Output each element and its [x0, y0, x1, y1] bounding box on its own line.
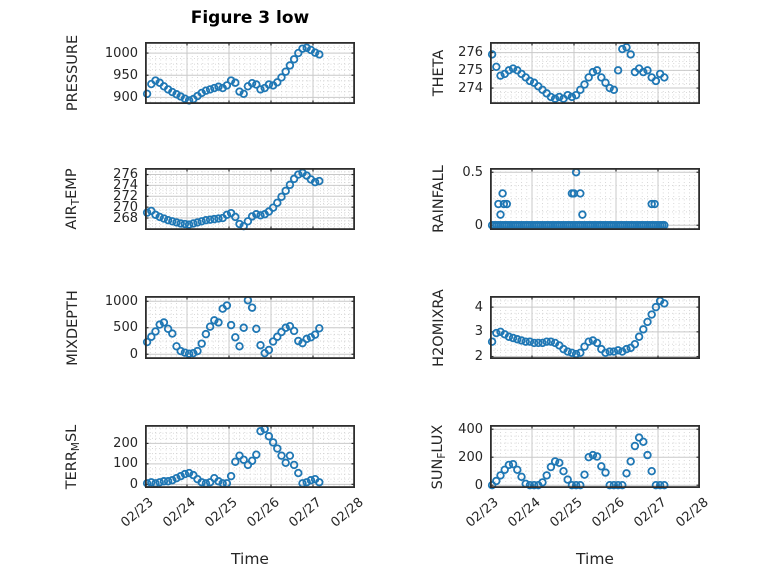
y-label-text: TERR — [64, 450, 80, 489]
plot-canvas-pressure — [142, 41, 355, 105]
x-tick-label: 02/23 — [463, 495, 502, 531]
y-axis-label-terr_msl: TERRMSL — [64, 424, 82, 489]
y-label-text: LUX — [430, 424, 446, 453]
x-tick-label: 02/24 — [160, 495, 199, 531]
data-points-h2omixra — [487, 296, 669, 359]
y-tick-label-mixdepth: 500 — [113, 320, 138, 336]
subplot-terr_msl — [142, 424, 355, 489]
x-axis-label-left: Time — [231, 550, 269, 568]
y-tick-label-rainfall: 0 — [474, 217, 483, 233]
data-points-terr_msl — [142, 424, 324, 488]
y-axis-label-air_temp: AIRTEMP — [64, 168, 82, 229]
y-axis-label-theta: THETA — [431, 50, 447, 97]
subplot-theta — [487, 41, 700, 105]
x-axis-label-right: Time — [576, 550, 614, 568]
y-axis-label-h2omixra: H2OMIXRA — [431, 289, 447, 367]
y-tick-label-rainfall: 0.5 — [462, 164, 483, 180]
subplot-air_temp — [142, 167, 355, 231]
subplot-pressure — [142, 41, 355, 105]
y-label-text: SUN — [430, 458, 446, 489]
y-tick-label-sun_flux: 0 — [474, 477, 483, 493]
y-tick-label-pressure: 1000 — [104, 45, 138, 61]
y-label-text: SL — [64, 424, 80, 442]
y-tick-label-mixdepth: 0 — [129, 346, 138, 362]
y-tick-label-theta: 276 — [458, 45, 483, 61]
y-label-text: EMP — [64, 168, 80, 199]
y-label-text: THETA — [431, 49, 447, 97]
y-tick-label-terr_msl: 0 — [129, 476, 138, 492]
x-tick-label: 02/25 — [547, 495, 586, 531]
y-label-text: MIXDEPTH — [65, 289, 81, 366]
plot-canvas-mixdepth — [142, 295, 355, 360]
axes-frame — [489, 424, 700, 489]
y-tick-label-h2omixra: 2 — [474, 349, 483, 365]
x-tick-label: 02/27 — [631, 495, 670, 531]
y-label-subscript: T — [70, 198, 82, 206]
x-tick-label: 02/27 — [286, 495, 325, 531]
y-tick-label-air_temp: 272 — [113, 188, 138, 204]
x-tick-label: 02/26 — [244, 495, 283, 531]
plot-canvas-air_temp — [142, 167, 355, 231]
y-tick-label-sun_flux: 400 — [458, 421, 483, 437]
x-tick-label: 02/24 — [505, 495, 544, 531]
y-tick-label-air_temp: 268 — [113, 210, 138, 226]
plot-canvas-rainfall — [487, 167, 700, 231]
y-tick-label-pressure: 900 — [113, 89, 138, 105]
plot-canvas-sun_flux — [487, 424, 700, 490]
axes-frame — [489, 41, 700, 105]
axes-frame — [144, 424, 355, 489]
y-axis-label-rainfall: RAINFALL — [431, 165, 447, 233]
axes-frame — [144, 167, 355, 231]
subplot-mixdepth — [142, 295, 355, 360]
y-tick-label-theta: 275 — [458, 62, 483, 78]
plot-canvas-theta — [487, 41, 700, 105]
y-tick-label-terr_msl: 100 — [113, 456, 138, 472]
y-tick-label-mixdepth: 1000 — [104, 293, 138, 309]
axes-frame — [489, 167, 700, 231]
y-tick-label-pressure: 950 — [113, 67, 138, 83]
y-label-text: PRESSURE — [65, 34, 81, 112]
y-tick-label-air_temp: 270 — [113, 199, 138, 215]
plot-canvas-h2omixra — [487, 295, 700, 360]
y-tick-label-terr_msl: 200 — [113, 435, 138, 451]
y-tick-label-air_temp: 274 — [113, 177, 138, 193]
y-axis-label-mixdepth: MIXDEPTH — [65, 290, 81, 366]
y-tick-label-sun_flux: 200 — [458, 449, 483, 465]
plot-canvas-terr_msl — [142, 424, 355, 489]
data-points-rainfall — [487, 168, 669, 230]
x-tick-label: 02/23 — [118, 495, 157, 531]
y-tick-label-h2omixra: 4 — [474, 299, 483, 315]
y-label-subscript: F — [436, 452, 448, 459]
y-label-text: AIR — [64, 205, 80, 230]
data-points-mixdepth — [142, 296, 324, 358]
y-axis-label-pressure: PRESSURE — [65, 35, 81, 111]
data-points-sun_flux — [487, 433, 669, 490]
axes-frame — [489, 295, 700, 360]
subplot-rainfall — [487, 167, 700, 231]
data-points-theta — [487, 43, 669, 103]
y-axis-label-sun_flux: SUNFLUX — [430, 424, 448, 489]
x-tick-label: 02/28 — [673, 495, 712, 531]
y-label-text: H2OMIXRA — [431, 288, 447, 367]
y-tick-label-air_temp: 276 — [113, 167, 138, 183]
y-label-text: RAINFALL — [431, 165, 447, 233]
x-tick-label: 02/25 — [202, 495, 241, 531]
subplot-h2omixra — [487, 295, 700, 360]
y-tick-label-h2omixra: 3 — [474, 324, 483, 340]
subplot-sun_flux — [487, 424, 700, 490]
axes-frame — [144, 41, 355, 105]
x-tick-label: 02/26 — [589, 495, 628, 531]
figure-title: Figure 3 low — [190, 8, 310, 28]
y-tick-label-theta: 274 — [458, 80, 483, 96]
axes-frame — [144, 295, 355, 360]
y-label-subscript: M — [70, 441, 82, 451]
x-tick-label: 02/28 — [328, 495, 367, 531]
